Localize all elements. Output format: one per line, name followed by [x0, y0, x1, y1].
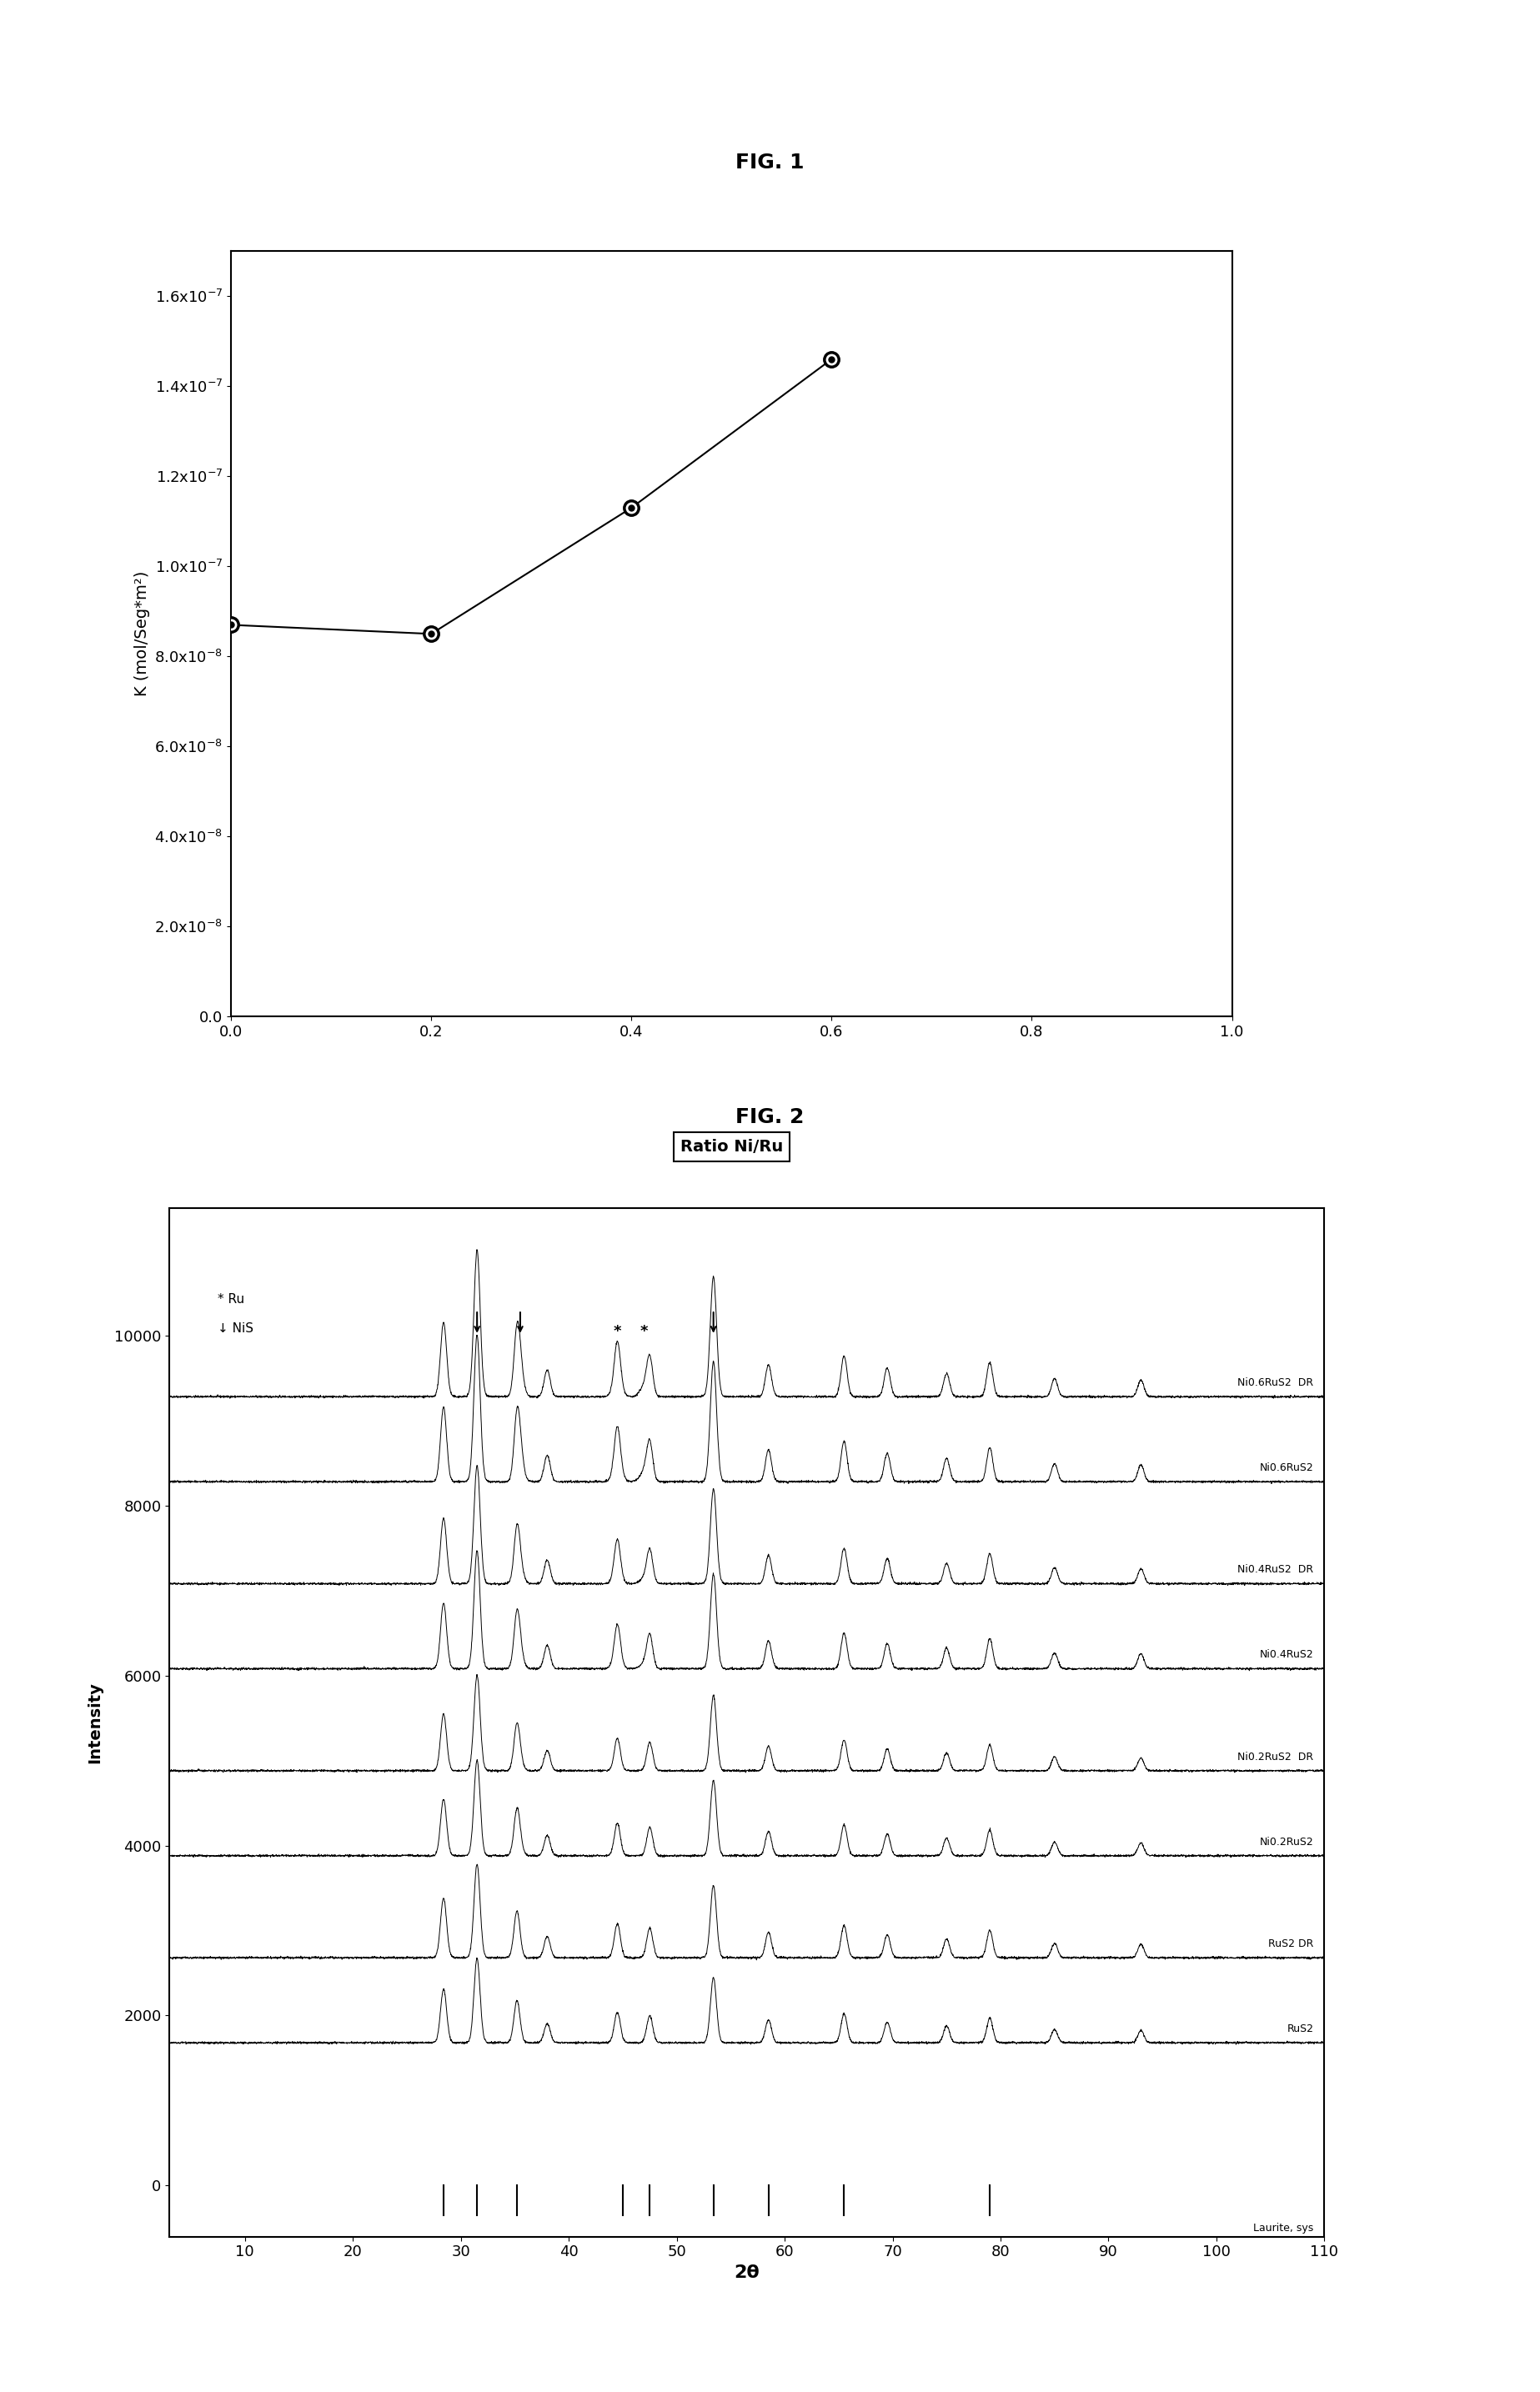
Text: ↓ NiS: ↓ NiS — [219, 1323, 254, 1335]
Text: Ni0.2RuS2: Ni0.2RuS2 — [1260, 1837, 1314, 1847]
Text: RuS2: RuS2 — [1287, 2024, 1314, 2033]
Text: * Ru: * Ru — [219, 1294, 245, 1306]
Y-axis label: K (mol/Seg*m²): K (mol/Seg*m²) — [134, 572, 149, 696]
Text: FIG. 1: FIG. 1 — [736, 153, 804, 172]
Text: *: * — [613, 1323, 621, 1340]
Text: Ni0.4RuS2  DR: Ni0.4RuS2 DR — [1238, 1564, 1314, 1576]
X-axis label: 2θ: 2θ — [735, 2265, 759, 2282]
Text: Ni0.2RuS2  DR: Ni0.2RuS2 DR — [1238, 1751, 1314, 1763]
Text: Ni0.6RuS2  DR: Ni0.6RuS2 DR — [1238, 1378, 1314, 1387]
Text: FIG. 2: FIG. 2 — [736, 1107, 804, 1127]
Text: RuS2 DR: RuS2 DR — [1269, 1938, 1314, 1949]
Y-axis label: Intensity: Intensity — [86, 1682, 103, 1763]
Text: Laurite, sys: Laurite, sys — [1254, 2222, 1314, 2234]
Text: *: * — [641, 1323, 648, 1340]
Text: Ni0.6RuS2: Ni0.6RuS2 — [1260, 1462, 1314, 1473]
Text: Ni0.4RuS2: Ni0.4RuS2 — [1260, 1650, 1314, 1660]
Text: Ratio Ni/Ru: Ratio Ni/Ru — [681, 1139, 782, 1155]
